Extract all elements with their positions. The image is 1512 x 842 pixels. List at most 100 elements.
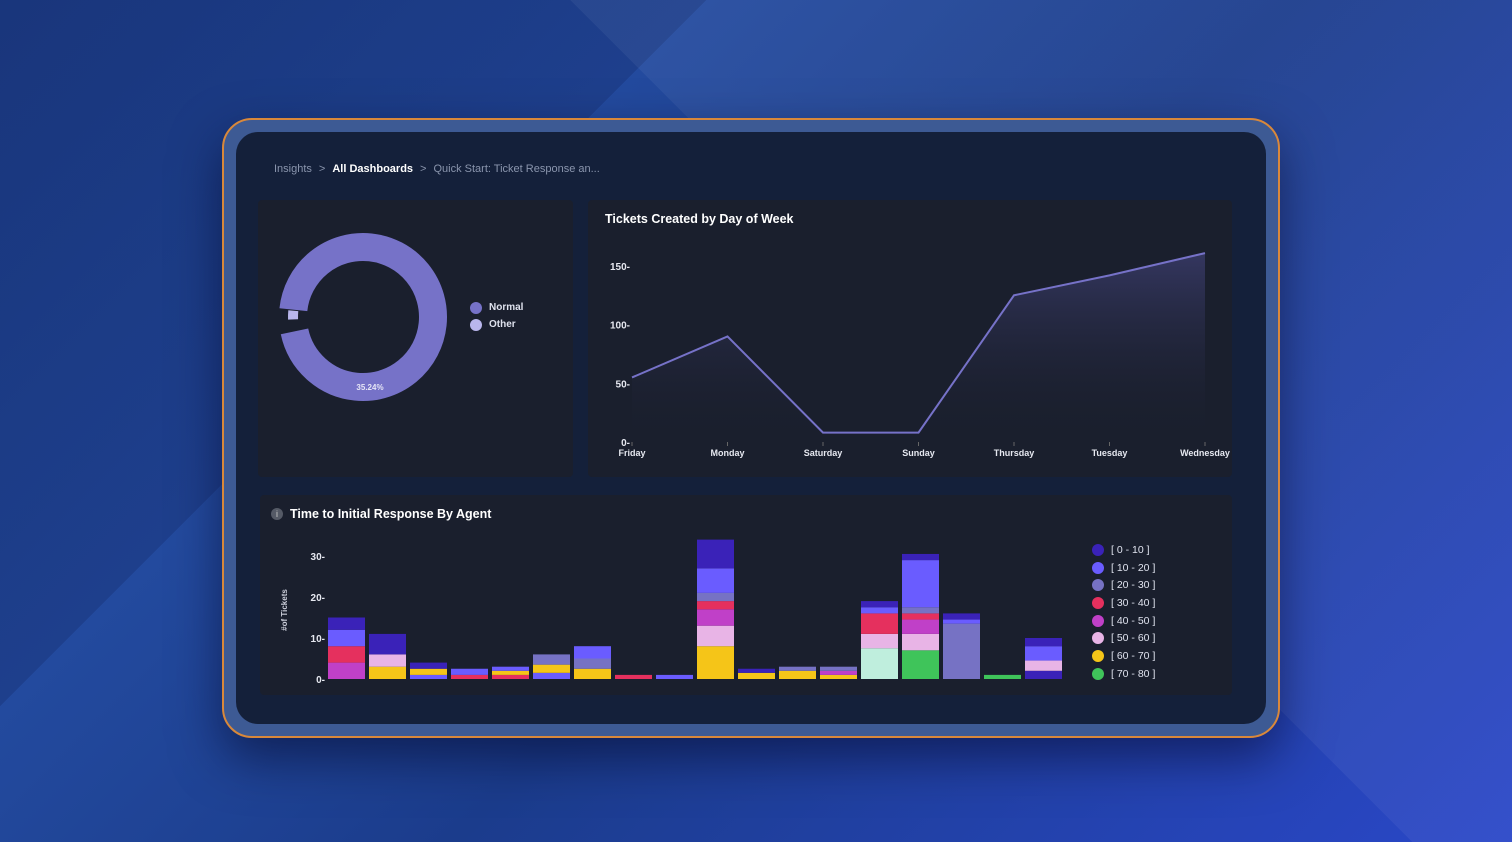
legend-item[interactable]: [ 60 - 70 ]: [1092, 647, 1155, 665]
bar-segment[interactable]: [533, 664, 570, 673]
bar-segment[interactable]: [861, 633, 898, 649]
y-tick-label: 30-: [311, 552, 325, 563]
legend-label: [ 60 - 70 ]: [1111, 649, 1156, 662]
bar-segment[interactable]: [902, 633, 939, 651]
legend-item[interactable]: [ 40 - 50 ]: [1092, 612, 1155, 630]
legend-item[interactable]: [ 20 - 30 ]: [1092, 576, 1155, 594]
bar-segment[interactable]: [697, 601, 734, 610]
bar-segment[interactable]: [697, 568, 734, 593]
bar-segment[interactable]: [328, 646, 365, 663]
bar-segment[interactable]: [902, 650, 939, 679]
legend-label: [ 50 - 60 ]: [1111, 632, 1156, 645]
y-axis-label: #of Tickets: [280, 589, 289, 631]
bar-segment[interactable]: [820, 666, 857, 671]
bar-segment[interactable]: [533, 672, 570, 679]
bar-segment[interactable]: [738, 672, 775, 679]
bar-segment[interactable]: [984, 674, 1021, 679]
bar-segment[interactable]: [1025, 646, 1062, 661]
bar-segment[interactable]: [369, 633, 406, 655]
bar-segment[interactable]: [574, 646, 611, 659]
line-chart-title: Tickets Created by Day of Week: [605, 212, 794, 226]
bar-segment[interactable]: [697, 646, 734, 679]
donut-legend: Normal Other: [470, 299, 523, 333]
legend-label: [ 40 - 50 ]: [1111, 614, 1156, 627]
bar-segment[interactable]: [861, 613, 898, 634]
legend-label: [ 10 - 20 ]: [1111, 561, 1156, 574]
breadcrumb-insights[interactable]: Insights: [274, 163, 312, 175]
bar-segment[interactable]: [615, 674, 652, 679]
bar-segment[interactable]: [574, 668, 611, 679]
info-icon[interactable]: i: [271, 508, 283, 520]
y-tick-label: 20-: [311, 593, 325, 604]
bar-segment[interactable]: [902, 607, 939, 614]
legend-item[interactable]: [ 10 - 20 ]: [1092, 559, 1155, 577]
bar-segment[interactable]: [861, 648, 898, 679]
bar-segment[interactable]: [492, 674, 529, 679]
bar-segment[interactable]: [533, 654, 570, 665]
donut-slice-normal[interactable]: [279, 233, 447, 401]
legend-dot: [1092, 579, 1104, 592]
bar-segment[interactable]: [410, 662, 447, 669]
legend-item[interactable]: [ 70 - 80 ]: [1092, 665, 1155, 683]
line-series: [631, 252, 1206, 434]
bar-segment[interactable]: [902, 613, 939, 620]
bar-segment[interactable]: [410, 674, 447, 679]
bar-segment[interactable]: [861, 607, 898, 614]
bar-segment[interactable]: [369, 654, 406, 667]
x-tick-label: Thursday: [994, 448, 1035, 458]
bar-segment[interactable]: [492, 666, 529, 671]
bar-segment[interactable]: [697, 625, 734, 647]
legend-label: [ 70 - 80 ]: [1111, 667, 1156, 680]
donut-label: 35.24%: [356, 383, 383, 392]
bar-segment[interactable]: [328, 629, 365, 647]
y-tick-label: 50-: [616, 379, 630, 390]
bar-segment[interactable]: [738, 668, 775, 673]
bar-segment[interactable]: [1025, 660, 1062, 671]
bar-segment[interactable]: [779, 666, 816, 671]
y-tick-label: 10-: [311, 634, 325, 645]
y-tick-label: 0-: [621, 438, 630, 449]
bar-segment[interactable]: [943, 613, 980, 620]
legend-dot: [1092, 632, 1104, 645]
bar-segment[interactable]: [492, 670, 529, 675]
bar-segment[interactable]: [410, 668, 447, 675]
bar-segment[interactable]: [451, 674, 488, 679]
bar-segment[interactable]: [1025, 670, 1062, 679]
bar-segment[interactable]: [697, 592, 734, 602]
bar-chart-title: Time to Initial Response By Agent: [290, 507, 492, 521]
legend-item[interactable]: [ 50 - 60 ]: [1092, 629, 1155, 647]
bar-segment[interactable]: [820, 670, 857, 675]
line-chart: 0- 50- 100- 150- Friday Monday Saturday Sunday T…: [610, 252, 1230, 458]
bar-segment[interactable]: [902, 553, 939, 561]
bar-segment[interactable]: [574, 658, 611, 669]
bar-segment[interactable]: [697, 609, 734, 626]
bar-segment[interactable]: [943, 623, 980, 679]
bar-segment[interactable]: [779, 670, 816, 679]
bar-segment[interactable]: [1025, 638, 1062, 647]
legend-label: Other: [489, 319, 516, 330]
legend-label: [ 30 - 40 ]: [1111, 596, 1156, 609]
breadcrumb-all-dashboards[interactable]: All Dashboards: [332, 163, 414, 175]
x-tick-label: Saturday: [804, 448, 843, 458]
bar-segment[interactable]: [902, 560, 939, 608]
legend-dot: [1092, 596, 1104, 609]
legend-item[interactable]: [ 30 - 40 ]: [1092, 594, 1155, 612]
bar-segment[interactable]: [451, 668, 488, 675]
bar-segment[interactable]: [697, 539, 734, 569]
bar-segment[interactable]: [943, 619, 980, 624]
bar-segment[interactable]: [861, 601, 898, 608]
legend-dot: [1092, 667, 1104, 680]
legend-item-normal[interactable]: Normal: [470, 299, 523, 316]
bar-segment[interactable]: [820, 674, 857, 679]
x-tick-label: Tuesday: [1092, 448, 1128, 458]
donut-card: 35.24% Normal Other: [258, 200, 573, 477]
legend-item[interactable]: [ 0 - 10 ]: [1092, 541, 1155, 559]
legend-dot: [1092, 614, 1104, 627]
bar-segment[interactable]: [328, 617, 365, 630]
bar-segment[interactable]: [369, 666, 406, 679]
bar-segment[interactable]: [902, 619, 939, 634]
bar-segment[interactable]: [328, 662, 365, 679]
legend-item-other[interactable]: Other: [470, 316, 523, 333]
bar-segment[interactable]: [656, 674, 693, 679]
bar-chart: #of Tickets 0- 10- 20- 30-: [280, 539, 1062, 686]
